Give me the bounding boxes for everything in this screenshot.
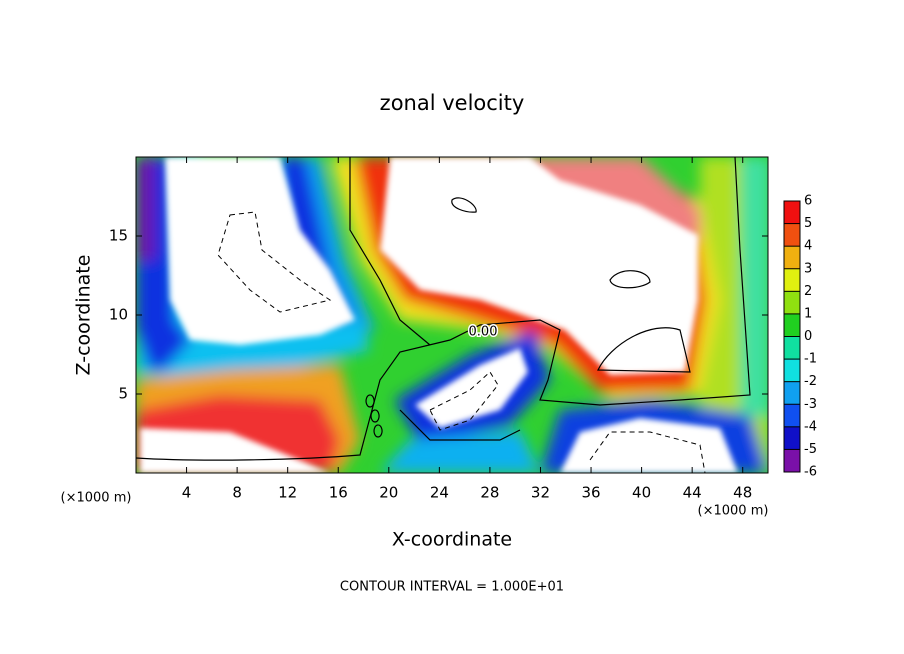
colorbar-label: 2	[804, 284, 812, 299]
x-tick-label: 28	[480, 484, 499, 502]
colorbar-swatch	[784, 223, 800, 247]
y-axis-label: Z-coordinate	[73, 255, 95, 376]
x-units: (×1000 m)	[61, 491, 132, 506]
x-tick-label: 8	[232, 484, 242, 502]
colorbar-label: 3	[804, 261, 812, 276]
x-tick-label: 44	[683, 484, 702, 502]
field: 0.00	[136, 157, 768, 473]
x-tick-label: 16	[329, 484, 348, 502]
colorbar-swatch	[784, 291, 800, 314]
colorbar-swatch	[784, 246, 800, 269]
x-tick-label: 4	[182, 484, 192, 502]
colorbar-swatch	[784, 268, 800, 292]
colorbar-swatch	[784, 404, 800, 427]
colorbar-swatch	[784, 381, 800, 405]
x-units: (×1000 m)	[698, 504, 769, 519]
colorbar-swatch	[784, 201, 800, 224]
x-tick-label: 32	[531, 484, 550, 502]
colorbar-swatch	[784, 449, 800, 472]
colorbar-label: -4	[804, 419, 817, 434]
colorbar-label: 0	[804, 329, 812, 344]
x-tick-label: 12	[278, 484, 297, 502]
y-tick-label: 15	[109, 227, 128, 245]
chart-title: zonal velocity	[380, 91, 525, 115]
x-tick-label: 24	[430, 484, 449, 502]
colorbar-label: -3	[804, 397, 817, 412]
x-tick-label: 40	[632, 484, 651, 502]
colorbar-swatch	[784, 359, 800, 382]
colorbar-swatch	[784, 336, 800, 360]
x-axis-label: X-coordinate	[392, 529, 512, 551]
colorbar-label: 6	[804, 194, 812, 209]
footnote: CONTOUR INTERVAL = 1.000E+01	[340, 580, 564, 595]
contour-label: 0.00	[469, 325, 498, 340]
x-tick-label: 48	[733, 484, 752, 502]
colorbar-label: 4	[804, 239, 812, 254]
colorbar-label: 5	[804, 216, 812, 231]
colorbar-label: -5	[804, 442, 817, 457]
colorbar-label: 1	[804, 306, 812, 321]
x-tick-label: 36	[581, 484, 600, 502]
colorbar-swatch	[784, 313, 800, 337]
colorbar-label: -6	[804, 465, 817, 480]
y-tick-label: 10	[109, 306, 128, 324]
colorbar-label: -2	[804, 374, 817, 389]
x-tick-label: 20	[379, 484, 398, 502]
y-tick-label: 5	[118, 385, 128, 403]
colorbar-label: -1	[804, 352, 817, 367]
colorbar-swatch	[784, 426, 800, 450]
